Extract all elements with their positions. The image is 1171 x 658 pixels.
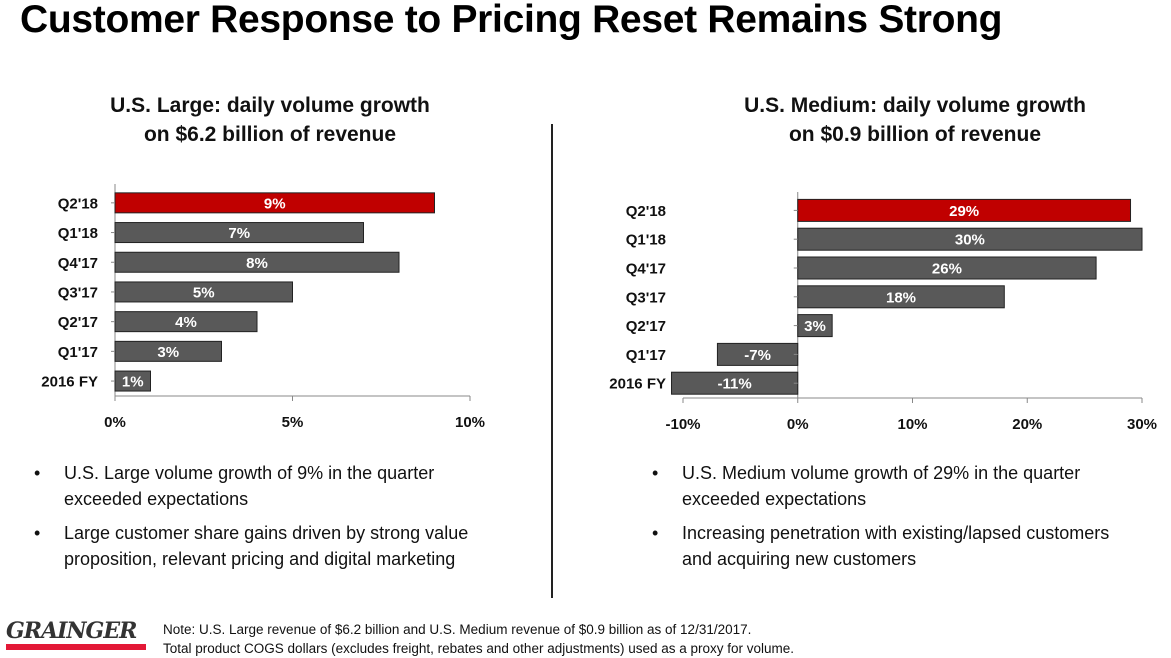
category-label: Q1'17 bbox=[58, 344, 98, 361]
grainger-logo: GRAINGER bbox=[6, 620, 146, 650]
chart-title-line: U.S. Medium: daily volume growth bbox=[744, 94, 1086, 117]
data-label: -7% bbox=[744, 347, 771, 364]
category-label: Q1'18 bbox=[58, 225, 98, 242]
bullet-item: • Increasing penetration with existing/la… bbox=[648, 520, 1128, 572]
data-label: 18% bbox=[886, 289, 916, 306]
slide-title: Customer Response to Pricing Reset Remai… bbox=[20, 0, 1003, 41]
chart-title-line: on $6.2 billion of revenue bbox=[143, 123, 397, 146]
bullet-text: U.S. Medium volume growth of 29% in the … bbox=[682, 463, 1081, 509]
chart-title-large: U.S. Large: daily volume growth on $6.2 … bbox=[60, 91, 480, 149]
category-label: Q2'18 bbox=[58, 195, 98, 212]
x-tick-label: 30% bbox=[1127, 416, 1157, 433]
x-tick-label: -10% bbox=[665, 416, 700, 433]
divider bbox=[551, 124, 553, 598]
bullet-item: • U.S. Medium volume growth of 29% in the… bbox=[648, 460, 1128, 512]
bullet-text: Large customer share gains driven by str… bbox=[64, 523, 469, 569]
category-label: Q2'17 bbox=[626, 318, 666, 335]
data-label: 26% bbox=[932, 261, 962, 278]
data-label: -11% bbox=[718, 376, 752, 393]
category-label: Q4'17 bbox=[58, 255, 98, 272]
category-label: Q2'17 bbox=[58, 314, 98, 331]
bullet-icon: • bbox=[652, 523, 659, 543]
data-label: 4% bbox=[175, 314, 197, 331]
bullet-text: Increasing penetration with existing/lap… bbox=[682, 523, 1110, 569]
chart-title-line: on $0.9 billion of revenue bbox=[788, 123, 1042, 146]
logo-wordmark: GRAINGER bbox=[6, 618, 137, 644]
x-tick-label: 5% bbox=[282, 414, 304, 431]
bullet-icon: • bbox=[34, 463, 41, 483]
bullet-item: • U.S. Large volume growth of 9% in the q… bbox=[30, 460, 490, 512]
data-label: 7% bbox=[228, 225, 250, 242]
category-label: Q4'17 bbox=[626, 261, 666, 278]
category-label: 2016 FY bbox=[41, 374, 98, 391]
category-label: Q1'17 bbox=[626, 347, 666, 364]
category-label: Q3'17 bbox=[626, 289, 666, 306]
bullet-item: • Large customer share gains driven by st… bbox=[30, 520, 490, 572]
data-label: 8% bbox=[246, 255, 268, 272]
footnote: Note: U.S. Large revenue of $6.2 billion… bbox=[163, 620, 794, 658]
chart-title-line: U.S. Large: daily volume growth bbox=[110, 94, 430, 117]
x-tick-label: 10% bbox=[897, 416, 927, 433]
data-label: 5% bbox=[193, 284, 215, 301]
x-tick-label: 0% bbox=[104, 414, 126, 431]
data-label: 29% bbox=[949, 203, 979, 220]
chart-title-medium: U.S. Medium: daily volume growth on $0.9… bbox=[700, 91, 1130, 149]
data-label: 30% bbox=[955, 232, 985, 249]
footnote-line: Note: U.S. Large revenue of $6.2 billion… bbox=[163, 622, 752, 637]
footnote-line: Total product COGS dollars (excludes fre… bbox=[163, 641, 795, 656]
logo-bar bbox=[6, 644, 146, 650]
data-label: 9% bbox=[264, 195, 286, 212]
data-label: 3% bbox=[157, 344, 179, 361]
x-tick-label: 20% bbox=[1012, 416, 1042, 433]
bullets-left: • U.S. Large volume growth of 9% in the q… bbox=[30, 460, 490, 580]
category-label: 2016 FY bbox=[609, 376, 666, 393]
bullet-icon: • bbox=[34, 523, 41, 543]
category-label: Q2'18 bbox=[626, 203, 666, 220]
category-label: Q1'18 bbox=[626, 232, 666, 249]
bullet-text: U.S. Large volume growth of 9% in the qu… bbox=[64, 463, 435, 509]
x-tick-label: 0% bbox=[787, 416, 809, 433]
category-label: Q3'17 bbox=[58, 284, 98, 301]
bullets-right: • U.S. Medium volume growth of 29% in the… bbox=[648, 460, 1128, 580]
bullet-icon: • bbox=[652, 463, 659, 483]
x-tick-label: 10% bbox=[455, 414, 485, 431]
data-label: 3% bbox=[804, 318, 826, 335]
data-label: 1% bbox=[122, 374, 144, 391]
